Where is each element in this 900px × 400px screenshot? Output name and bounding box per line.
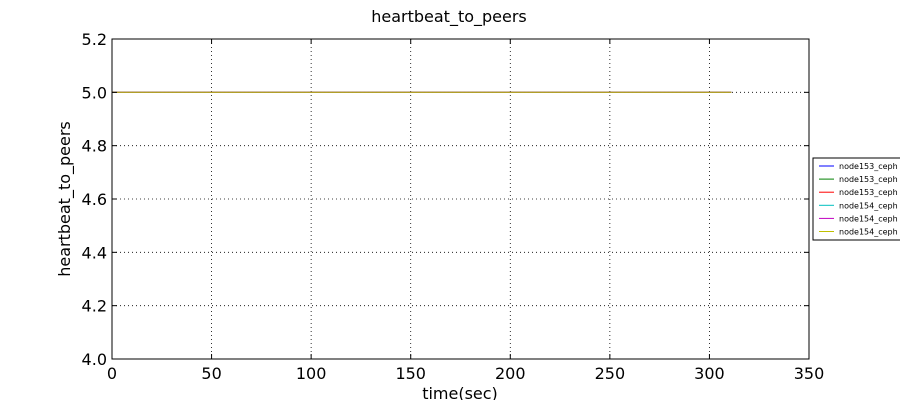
x-tick-label: 300 xyxy=(694,364,725,383)
x-tick-label: 100 xyxy=(296,364,327,383)
legend-label-2: node153_ceph xyxy=(839,175,898,184)
x-tick-label: 50 xyxy=(201,364,221,383)
legend-box xyxy=(812,157,900,241)
y-tick-label: 4.6 xyxy=(82,190,107,209)
x-tick-label: 350 xyxy=(794,364,825,383)
y-tick-label: 5.0 xyxy=(82,83,107,102)
x-tick-label: 250 xyxy=(595,364,626,383)
y-tick-label: 4.0 xyxy=(82,350,107,369)
y-tick-label: 4.2 xyxy=(82,297,107,316)
y-tick-label: 4.4 xyxy=(82,243,107,262)
chart-title: heartbeat_to_peers xyxy=(371,7,527,27)
grid xyxy=(112,39,809,359)
y-tick-label: 5.2 xyxy=(82,30,107,49)
legend: node153_ceph node153_ceph node153_cephnode… xyxy=(812,157,900,241)
x-tick-label: 150 xyxy=(395,364,426,383)
x-axis-label: time(sec) xyxy=(422,384,498,400)
y-tick-label: 4.8 xyxy=(82,137,107,156)
legend-label-5: node154_ceph xyxy=(839,214,898,223)
axis-ticks: 0 50 100 150 200 250 300 350 4.0 4.2 4.4 4.6 4.8 5.0 5… xyxy=(82,30,825,383)
legend-label-1: node153_ceph xyxy=(839,162,898,171)
legend-label-3: node153_ceph xyxy=(839,188,898,197)
legend-label-4: node154_ceph xyxy=(839,201,898,210)
x-tick-label: 200 xyxy=(495,364,526,383)
legend-label-6: node154_ceph xyxy=(839,228,898,237)
y-axis-label: heartbeat_to_peers xyxy=(55,121,75,277)
x-tick-label: 0 xyxy=(107,364,117,383)
